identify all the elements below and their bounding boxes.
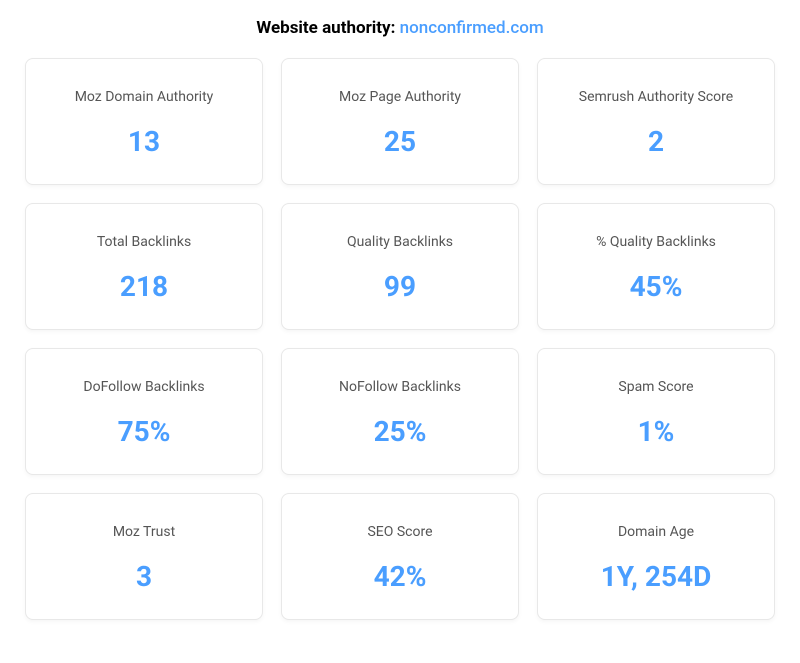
metric-label: Semrush Authority Score xyxy=(553,89,759,105)
header-title: Website authority: xyxy=(256,18,399,38)
metrics-grid: Moz Domain Authority 13 Moz Page Authori… xyxy=(25,58,775,620)
metric-label: Moz Domain Authority xyxy=(41,89,247,105)
metric-label: Moz Page Authority xyxy=(297,89,503,105)
metric-label: DoFollow Backlinks xyxy=(41,379,247,395)
metric-label: SEO Score xyxy=(297,524,503,540)
metric-value: 75% xyxy=(41,415,247,448)
metric-value: 45% xyxy=(553,270,759,303)
metric-value: 1% xyxy=(553,415,759,448)
metric-label: Moz Trust xyxy=(41,524,247,540)
metric-value: 218 xyxy=(41,270,247,303)
metric-card-spam-score: Spam Score 1% xyxy=(537,348,775,475)
metric-card-seo-score: SEO Score 42% xyxy=(281,493,519,620)
header-domain[interactable]: nonconfirmed.com xyxy=(400,18,544,38)
metric-label: Spam Score xyxy=(553,379,759,395)
metric-card-moz-page-authority: Moz Page Authority 25 xyxy=(281,58,519,185)
metric-card-dofollow-backlinks: DoFollow Backlinks 75% xyxy=(25,348,263,475)
metric-card-moz-trust: Moz Trust 3 xyxy=(25,493,263,620)
metric-label: Total Backlinks xyxy=(41,234,247,250)
metric-card-nofollow-backlinks: NoFollow Backlinks 25% xyxy=(281,348,519,475)
metric-card-quality-backlinks: Quality Backlinks 99 xyxy=(281,203,519,330)
metric-value: 1Y, 254D xyxy=(553,560,759,593)
metric-card-percent-quality-backlinks: % Quality Backlinks 45% xyxy=(537,203,775,330)
metric-value: 2 xyxy=(553,125,759,158)
metric-label: Domain Age xyxy=(553,524,759,540)
metric-card-domain-age: Domain Age 1Y, 254D xyxy=(537,493,775,620)
metric-label: Quality Backlinks xyxy=(297,234,503,250)
metric-value: 25 xyxy=(297,125,503,158)
metric-value: 25% xyxy=(297,415,503,448)
metric-value: 42% xyxy=(297,560,503,593)
metric-label: NoFollow Backlinks xyxy=(297,379,503,395)
metric-value: 3 xyxy=(41,560,247,593)
metric-card-moz-domain-authority: Moz Domain Authority 13 xyxy=(25,58,263,185)
metric-label: % Quality Backlinks xyxy=(553,234,759,250)
metric-value: 13 xyxy=(41,125,247,158)
page-header: Website authority: nonconfirmed.com xyxy=(25,18,775,38)
metric-value: 99 xyxy=(297,270,503,303)
metric-card-total-backlinks: Total Backlinks 218 xyxy=(25,203,263,330)
metric-card-semrush-authority-score: Semrush Authority Score 2 xyxy=(537,58,775,185)
